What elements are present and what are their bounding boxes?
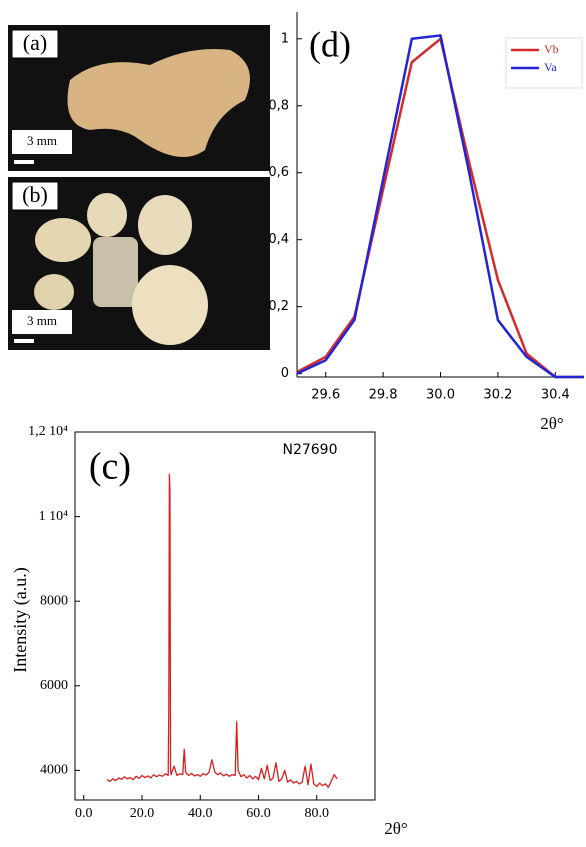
panel-label: (c) [89, 446, 131, 488]
photo-a: (a) 3 mm [8, 25, 270, 171]
scale-bar [14, 339, 34, 343]
y-tick-label: 0,4 [268, 232, 289, 247]
stone [35, 218, 91, 262]
series-line [296, 34, 584, 379]
chart-title: N27690 [282, 442, 337, 458]
x-tick-label: 20.0 [130, 806, 155, 821]
x-tick-label: 60.0 [246, 806, 271, 821]
stone [67, 49, 250, 158]
x-tick-label: 30.4 [541, 388, 570, 403]
x-tick-label: 30.0 [426, 388, 455, 403]
y-tick-label: 0 [281, 366, 289, 381]
scale-box [12, 130, 72, 154]
y-tick-label: 1,2 10⁴ [28, 424, 68, 439]
stone [138, 195, 192, 255]
y-tick-label: 1 10⁴ [39, 509, 69, 524]
x-tick-label: 29.8 [369, 388, 398, 403]
photo-b: (b) 3 mm [8, 177, 270, 350]
y-tick-label: 4000 [40, 763, 68, 778]
series-line [106, 473, 338, 788]
y-axis-label: Intensity (a.u.) [10, 567, 31, 672]
x-axis-label: 2θ° [540, 414, 563, 433]
stone [34, 274, 74, 310]
plot-frame [74, 431, 376, 801]
x-tick-label: 30.2 [483, 388, 512, 403]
scale-label: 3 mm [27, 133, 57, 148]
x-tick-label: 29.6 [311, 388, 340, 403]
stone-section [93, 237, 138, 307]
y-tick-label: 1 [281, 31, 289, 46]
photo-label: (a) [23, 30, 47, 55]
panel-label: (d) [309, 24, 351, 64]
y-tick-label: 6000 [40, 678, 68, 693]
legend-label: Vb [544, 42, 559, 56]
y-tick-label: 8000 [40, 593, 68, 608]
x-tick-label: 40.0 [188, 806, 213, 821]
x-tick-label: 0.0 [75, 806, 93, 821]
x-axis-label: 2θ° [384, 819, 407, 838]
legend-label: Va [544, 60, 557, 74]
stone [87, 193, 127, 237]
legend-box [505, 37, 583, 89]
label-box [11, 181, 59, 211]
y-tick-label: 0,6 [268, 165, 289, 180]
y-tick-label: 0,8 [268, 98, 289, 113]
stone [132, 265, 208, 345]
scale-bar [14, 160, 34, 164]
y-tick-label: 0,2 [268, 299, 289, 314]
x-tick-label: 80.0 [304, 806, 329, 821]
photo-label: (b) [22, 182, 48, 207]
scale-label: 3 mm [27, 313, 57, 328]
scale-box [12, 310, 72, 334]
label-box [11, 29, 59, 59]
series-line [296, 37, 584, 379]
